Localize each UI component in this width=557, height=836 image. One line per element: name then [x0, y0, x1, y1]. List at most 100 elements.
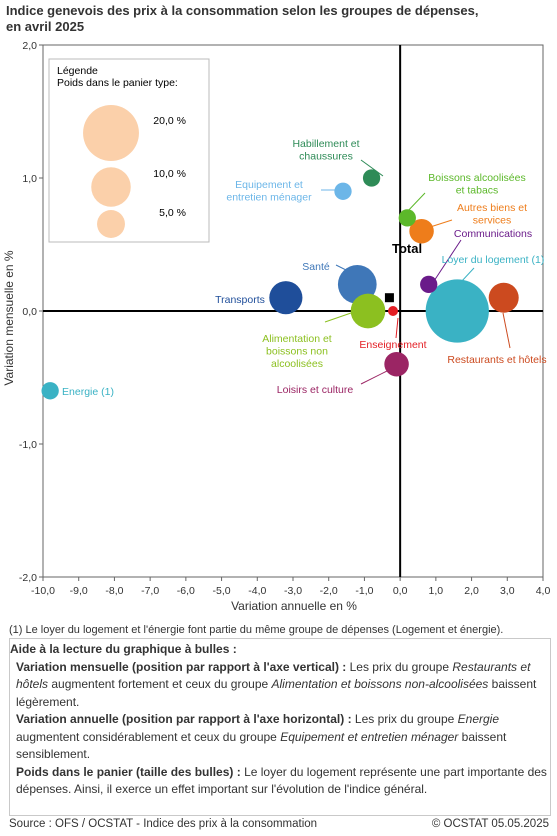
- chart-title: Indice genevois des prix à la consommati…: [6, 3, 478, 35]
- help-paragraph-annual: Variation annuelle (position par rapport…: [10, 711, 548, 764]
- bubble: [350, 293, 386, 329]
- bubble-label: Alimentation et boissons non alcoolisées: [262, 333, 332, 370]
- x-tick-label: 3,0: [500, 585, 515, 597]
- help-p1-i2: Alimentation et boissons non-alcoolisées: [271, 677, 489, 691]
- bubble-label-line: Santé: [302, 261, 330, 273]
- legend-subtitle: Poids dans le panier type:: [57, 77, 178, 89]
- help-p1-bold: Variation mensuelle (position par rappor…: [16, 659, 347, 674]
- bubble-label: Equipement et entretien ménager: [226, 179, 312, 204]
- footnote: (1) Le loyer du logement et l'énergie fo…: [9, 624, 504, 636]
- leader-line: [360, 368, 392, 385]
- help-p3-a: Le loyer du logement représente une part…: [16, 764, 547, 797]
- x-tick-label: -8,0: [105, 585, 123, 597]
- help-p2-i1: Energie: [457, 712, 500, 726]
- copyright: © OCSTAT 05.05.2025: [431, 818, 549, 830]
- bubble-label: Energie (1): [62, 386, 114, 398]
- bubble: [420, 275, 438, 294]
- bubble-label: Boissons alcoolisées et tabacs: [428, 172, 525, 197]
- leader-line: [433, 239, 462, 282]
- x-tick-label: -10,0: [31, 585, 55, 597]
- x-tick-label: -2,0: [320, 585, 338, 597]
- bubble-label-line: Boissons alcoolisées: [428, 172, 525, 184]
- bubble-label: Habillement et chaussures: [292, 138, 359, 163]
- bubble-label-line: Alimentation et: [262, 333, 332, 345]
- leader-line: [324, 312, 352, 323]
- help-heading: Aide à la lecture du graphique à bulles …: [10, 642, 237, 656]
- x-tick-label: -3,0: [284, 585, 302, 597]
- chart-title-line1: Indice genevois des prix à la consommati…: [6, 3, 479, 18]
- bubble-label-line: Loisirs et culture: [277, 384, 354, 396]
- x-tick-label: 4,0: [536, 585, 551, 597]
- bubble-label-line: Energie (1): [62, 386, 114, 398]
- y-tick-label: -1,0: [19, 439, 37, 451]
- help-p1-i1: Restaurants et hôtels: [16, 659, 531, 692]
- x-tick-label: 0,0: [393, 585, 408, 597]
- legend-title: Légende: [57, 65, 98, 77]
- bubble-label-line: Restaurants et hôtels: [447, 354, 546, 366]
- bubble-label: Loisirs et culture: [277, 384, 354, 396]
- legend-bubble: [91, 167, 131, 207]
- help-p1-c: baissent légèrement.: [16, 677, 537, 709]
- bubbles: [41, 169, 519, 400]
- bubble-chart: -10,0 -9,0 -8,0 -7,0 -6,0 -5,0 -4,0 -3,0 -2,0 -1,…: [2, 40, 551, 613]
- bubble: [488, 282, 519, 313]
- bubble-label-line: Communications: [454, 228, 532, 240]
- leader-line: [360, 159, 384, 177]
- bubble-label-line: chaussures: [299, 151, 353, 163]
- x-tick-label: -4,0: [248, 585, 266, 597]
- y-axis-label: Variation mensuelle en %: [2, 250, 16, 386]
- help-p1-b: augmentent fortement et ceux du groupe: [48, 677, 272, 691]
- bubble-label: Autres biens et services: [457, 202, 527, 227]
- leader-line: [460, 267, 475, 283]
- x-tick-label: 1,0: [429, 585, 444, 597]
- legend-entry-label: 20,0 %: [153, 115, 186, 127]
- bubble-label: Loyer du logement (1): [442, 254, 545, 266]
- bubble: [41, 382, 59, 400]
- x-tick-label: -5,0: [213, 585, 231, 597]
- y-tick-label: 2,0: [22, 40, 37, 52]
- help-p2-bold: Variation annuelle (position par rapport…: [16, 712, 352, 726]
- help-paragraph-weight: Poids dans le panier (taille des bulles)…: [10, 764, 548, 799]
- help-p2-c: baissent sensiblement.: [16, 729, 507, 762]
- x-tick-label: -6,0: [177, 585, 195, 597]
- bubble-label-line: Transports: [215, 294, 265, 306]
- bubble-label-line: boissons non: [266, 346, 328, 358]
- legend-entry-label: 5,0 %: [159, 207, 186, 219]
- bubble: [425, 279, 489, 343]
- bubble: [398, 209, 416, 227]
- bubble-label-line: et tabacs: [456, 185, 499, 197]
- bubble-labels: Habillement et chaussures Equipement et ent…: [62, 138, 547, 398]
- bubble: [334, 182, 352, 200]
- bubble: [384, 351, 409, 377]
- bubble-label-line: alcoolisées: [271, 358, 323, 370]
- help-p3-bold: Poids dans le panier (taille des bulles)…: [16, 764, 241, 779]
- axis-ticks: -10,0 -9,0 -8,0 -7,0 -6,0 -5,0 -4,0 -3,0 -2,0 -1,…: [19, 40, 551, 597]
- legend-bubble: [97, 210, 125, 238]
- chart-title-line2: en avril 2025: [6, 19, 85, 34]
- bubble-label: Restaurants et hôtels: [447, 354, 546, 366]
- x-tick-label: -7,0: [141, 585, 159, 597]
- legend-entry-label: 10,0 %: [153, 168, 186, 180]
- help-p1-a: Les prix du groupe: [346, 659, 453, 674]
- bubble-label-line: entretien ménager: [226, 192, 312, 204]
- reading-help-box: Aide à la lecture du graphique à bulles …: [9, 638, 551, 816]
- source-credit: Source : OFS / OCSTAT - Indice des prix …: [9, 818, 318, 830]
- bubble-label-line: Habillement et: [292, 138, 359, 150]
- x-tick-label: -9,0: [70, 585, 88, 597]
- bubble-label-line: Enseignement: [359, 339, 426, 351]
- total-label: Total: [392, 241, 422, 256]
- bubble: [388, 306, 398, 316]
- y-tick-label: 1,0: [22, 173, 37, 185]
- bubble-label: Santé: [302, 261, 330, 273]
- help-paragraph-monthly: Variation mensuelle (position par rappor…: [10, 659, 548, 712]
- bubble-label-line: Autres biens et: [457, 202, 527, 214]
- legend-bubble: [83, 105, 139, 161]
- help-p2-i2: Equipement et entretien ménager: [280, 729, 459, 744]
- help-p2-a: Les prix du groupe: [351, 712, 458, 726]
- y-tick-label: 0,0: [22, 306, 37, 318]
- bubble: [362, 169, 381, 187]
- x-axis-label: Variation annuelle en %: [231, 599, 357, 613]
- bubble-label-line: Loyer du logement (1): [442, 254, 545, 266]
- bubble: [409, 218, 434, 244]
